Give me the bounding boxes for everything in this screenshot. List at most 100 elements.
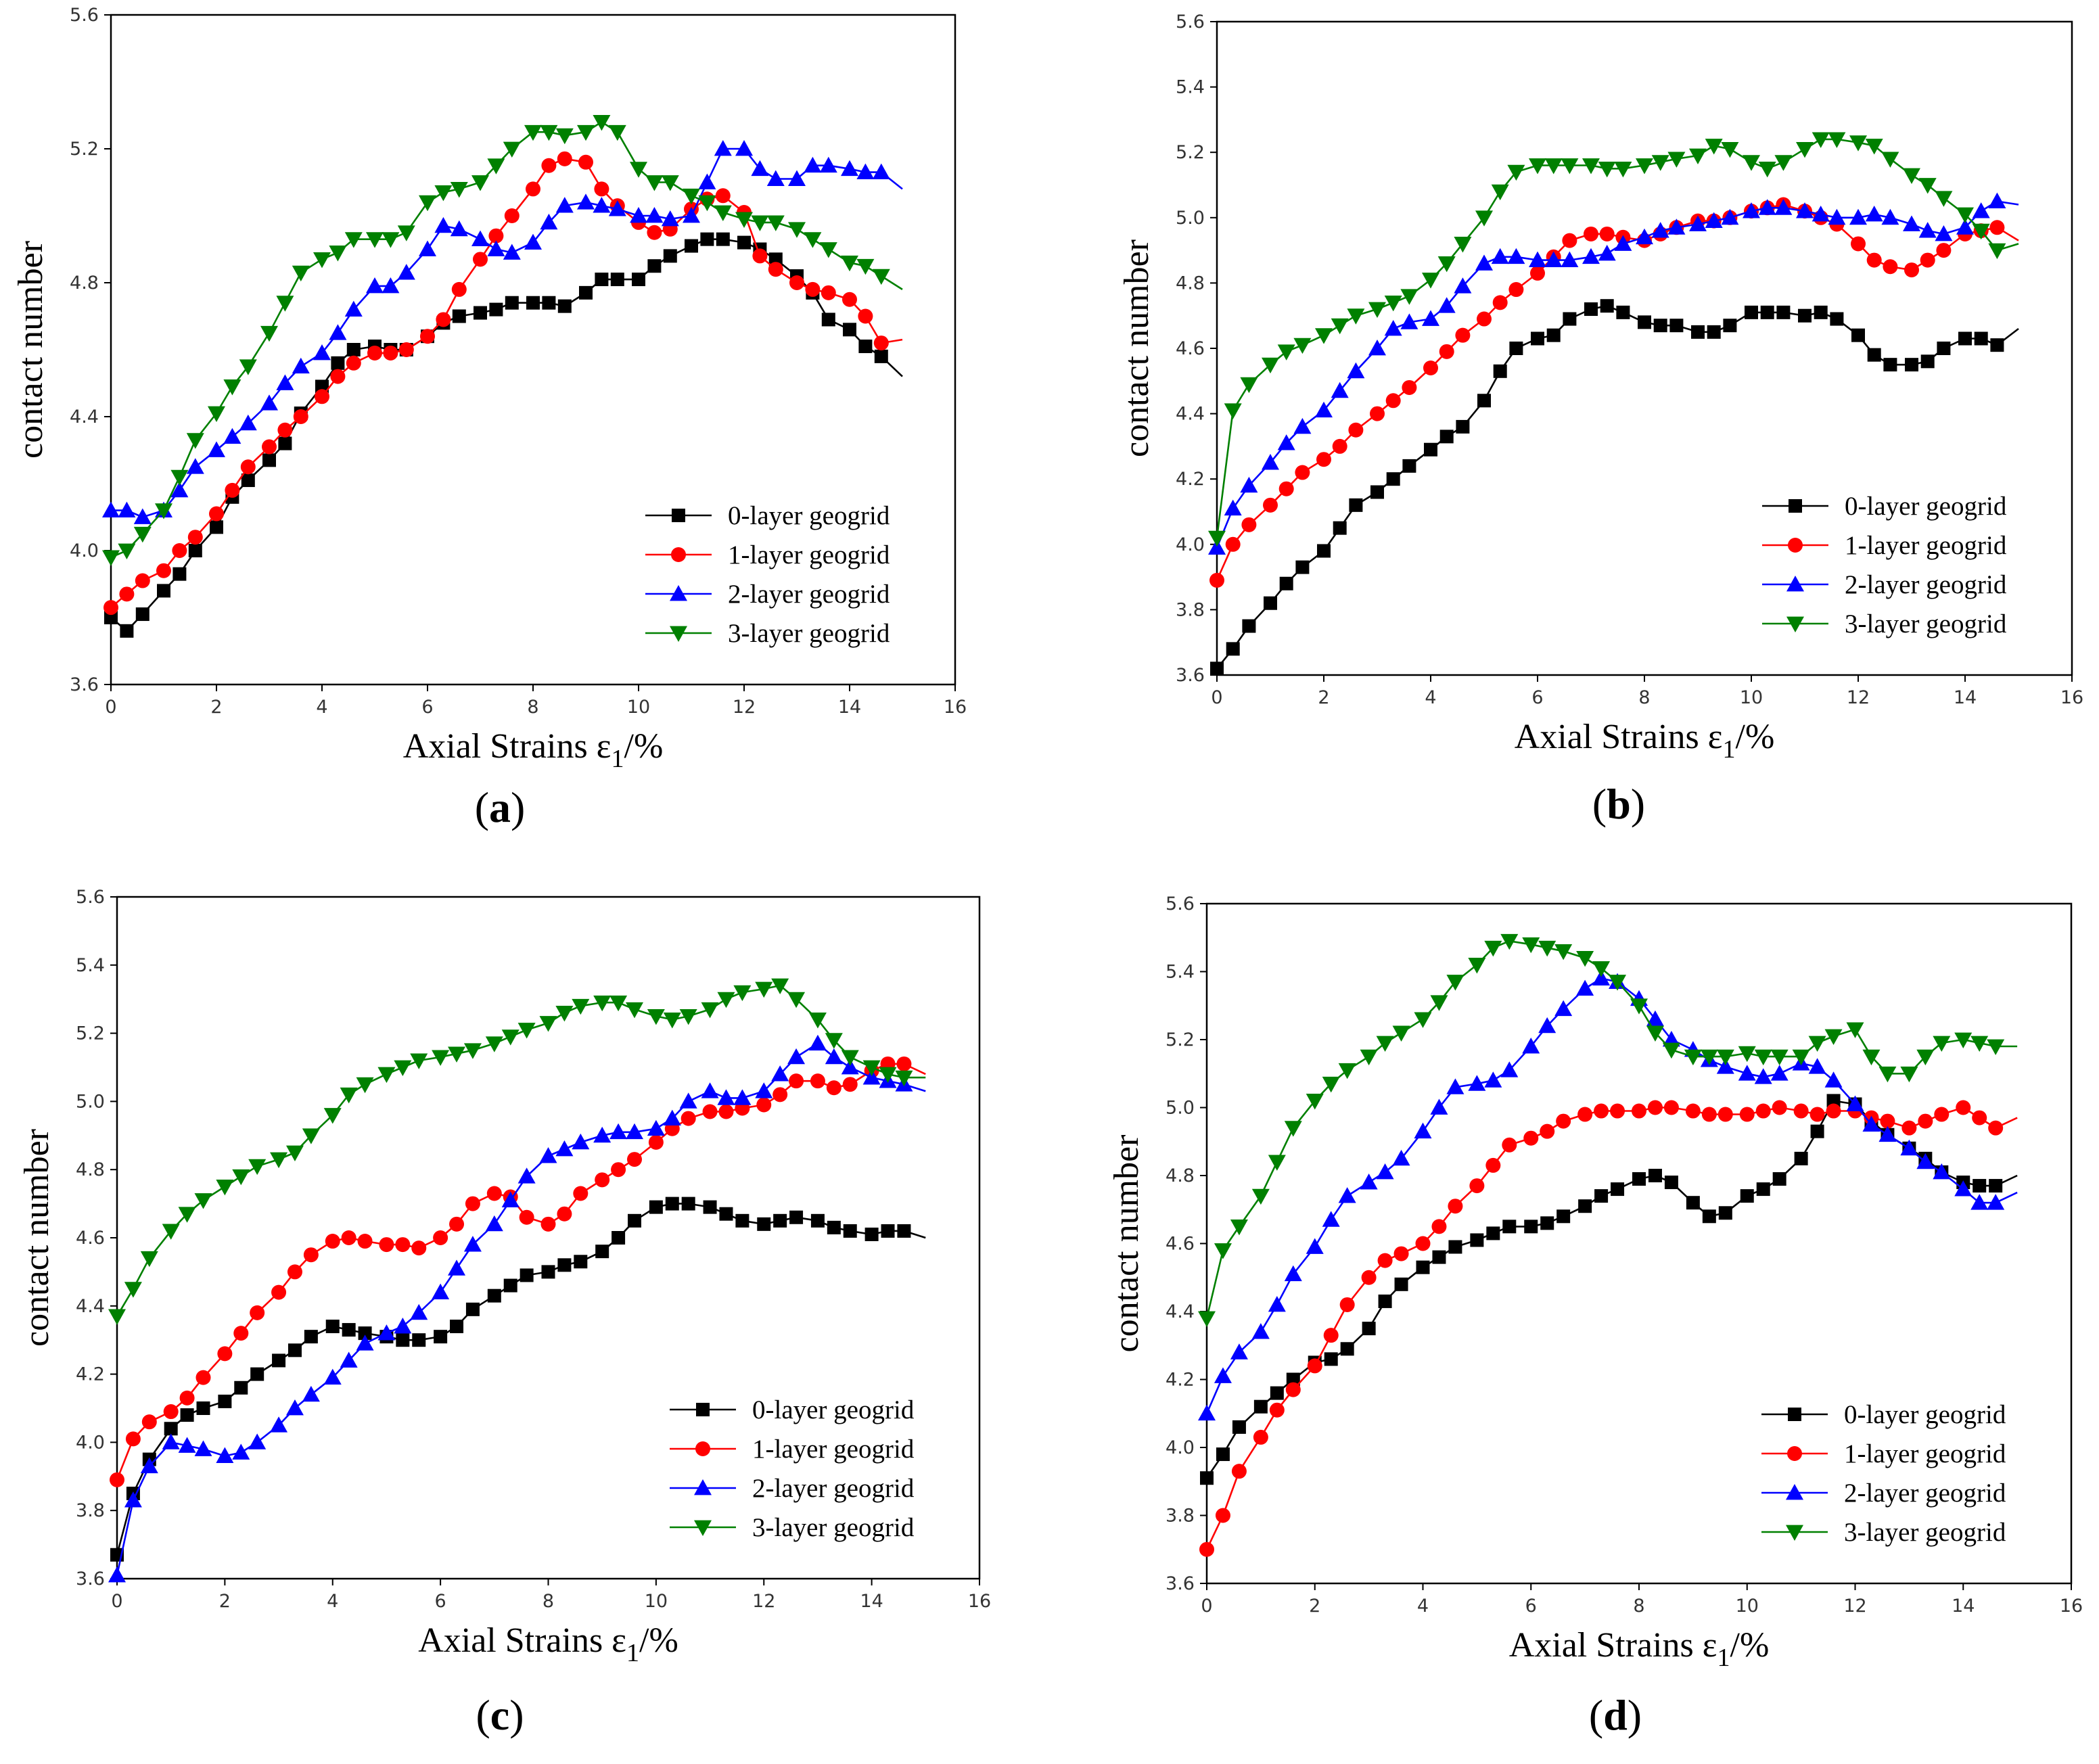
data-point bbox=[1251, 1188, 1270, 1205]
data-point bbox=[1973, 1179, 1987, 1193]
x-tick-label: 6 bbox=[435, 1591, 446, 1612]
data-point bbox=[612, 1231, 626, 1245]
data-point bbox=[1758, 161, 1776, 178]
data-point bbox=[304, 1330, 318, 1344]
data-point bbox=[223, 379, 241, 396]
data-point bbox=[382, 232, 400, 248]
data-point bbox=[356, 1077, 374, 1094]
data-point bbox=[1700, 1049, 1718, 1066]
panel-caption: (a) bbox=[475, 783, 526, 831]
data-point bbox=[241, 473, 255, 488]
data-point bbox=[1253, 1399, 1268, 1414]
data-point bbox=[276, 296, 294, 312]
series-line bbox=[116, 984, 926, 1317]
x-tick-label: 10 bbox=[1736, 1596, 1759, 1617]
chart-panel-c: 0 2 4 6 8 10 12 14 16 3.6 3.8 4.0 4.2 4.4 4.6 4.8 5.0 5.2… bbox=[18, 887, 991, 1739]
data-point bbox=[555, 197, 574, 213]
y-tick-label: 4.2 bbox=[76, 1364, 105, 1385]
data-point bbox=[248, 1159, 267, 1176]
data-point bbox=[579, 285, 593, 300]
data-point bbox=[1509, 342, 1523, 355]
data-point bbox=[1716, 1058, 1734, 1074]
data-point bbox=[473, 252, 488, 267]
data-point bbox=[366, 277, 384, 294]
data-point bbox=[821, 312, 835, 327]
data-point bbox=[1920, 252, 1935, 268]
data-point bbox=[1253, 1429, 1268, 1445]
data-point bbox=[1663, 1100, 1679, 1115]
data-point bbox=[1916, 1049, 1935, 1066]
data-point bbox=[1431, 1219, 1447, 1234]
data-point bbox=[450, 1320, 464, 1334]
data-point bbox=[1758, 199, 1776, 215]
data-point bbox=[593, 197, 611, 213]
caption-close-paren: ) bbox=[509, 1691, 524, 1739]
data-point bbox=[862, 1069, 881, 1085]
data-point bbox=[232, 1443, 250, 1460]
caption-open-paren: ( bbox=[1592, 780, 1607, 828]
data-point bbox=[325, 1234, 340, 1249]
data-point bbox=[1689, 148, 1707, 165]
x-axis-title: Axial Strains ε1/% bbox=[1509, 1626, 1770, 1672]
data-point bbox=[1262, 357, 1279, 374]
legend-marker bbox=[1788, 538, 1803, 553]
data-point bbox=[234, 1380, 248, 1395]
data-point bbox=[1956, 207, 1974, 223]
data-point bbox=[787, 992, 806, 1008]
data-point bbox=[1614, 161, 1632, 178]
data-point bbox=[1315, 401, 1333, 418]
legend-entry: 2-layer geogrid bbox=[1762, 570, 2007, 599]
data-point bbox=[872, 163, 890, 180]
y-tick-label: 4.4 bbox=[1166, 1301, 1195, 1322]
y-tick-label: 5.2 bbox=[76, 1023, 105, 1044]
data-point bbox=[805, 281, 821, 297]
data-point bbox=[1284, 1265, 1302, 1282]
y-tick-label: 5.0 bbox=[1176, 208, 1205, 229]
data-point bbox=[1454, 277, 1472, 294]
data-point bbox=[1475, 254, 1493, 271]
series-0 bbox=[104, 232, 903, 638]
series-line bbox=[116, 1042, 926, 1576]
data-point bbox=[557, 1258, 572, 1272]
data-point bbox=[1743, 202, 1760, 218]
data-point bbox=[1486, 1226, 1500, 1240]
data-point bbox=[1424, 442, 1437, 457]
legend-marker bbox=[695, 1441, 710, 1456]
data-point bbox=[1251, 1323, 1270, 1339]
data-point bbox=[715, 188, 731, 204]
data-point bbox=[1814, 305, 1828, 319]
data-point bbox=[1230, 1219, 1248, 1236]
data-point bbox=[178, 1207, 196, 1223]
x-tick-label: 8 bbox=[1638, 687, 1650, 708]
data-point bbox=[1630, 998, 1648, 1015]
data-point bbox=[1322, 1211, 1340, 1227]
data-point bbox=[1524, 1220, 1538, 1234]
data-point bbox=[331, 356, 345, 370]
data-point bbox=[1851, 328, 1865, 342]
x-axis-title: Axial Strains ε1/% bbox=[403, 727, 664, 773]
data-point bbox=[1754, 1049, 1772, 1066]
data-point bbox=[856, 258, 875, 275]
data-point bbox=[1242, 619, 1256, 633]
data-point bbox=[1774, 155, 1793, 171]
data-point bbox=[1422, 273, 1439, 289]
data-point bbox=[1324, 1352, 1338, 1366]
data-point bbox=[735, 212, 753, 228]
data-point bbox=[1796, 202, 1814, 218]
data-point bbox=[826, 1080, 841, 1096]
data-point bbox=[1376, 1163, 1394, 1180]
data-point bbox=[737, 235, 751, 250]
data-point bbox=[1686, 1196, 1700, 1210]
data-point bbox=[216, 1180, 234, 1196]
caption-open-paren: ( bbox=[1589, 1691, 1603, 1739]
y-tick-label: 4.4 bbox=[76, 1296, 105, 1317]
data-point bbox=[1849, 208, 1867, 225]
data-point bbox=[272, 1353, 286, 1368]
data-point bbox=[450, 182, 468, 198]
y-tick-label: 5.2 bbox=[70, 139, 99, 160]
data-point bbox=[1295, 465, 1310, 480]
data-point bbox=[1349, 498, 1363, 512]
data-point bbox=[1439, 344, 1454, 359]
data-point bbox=[862, 1060, 881, 1076]
data-point bbox=[172, 543, 187, 558]
